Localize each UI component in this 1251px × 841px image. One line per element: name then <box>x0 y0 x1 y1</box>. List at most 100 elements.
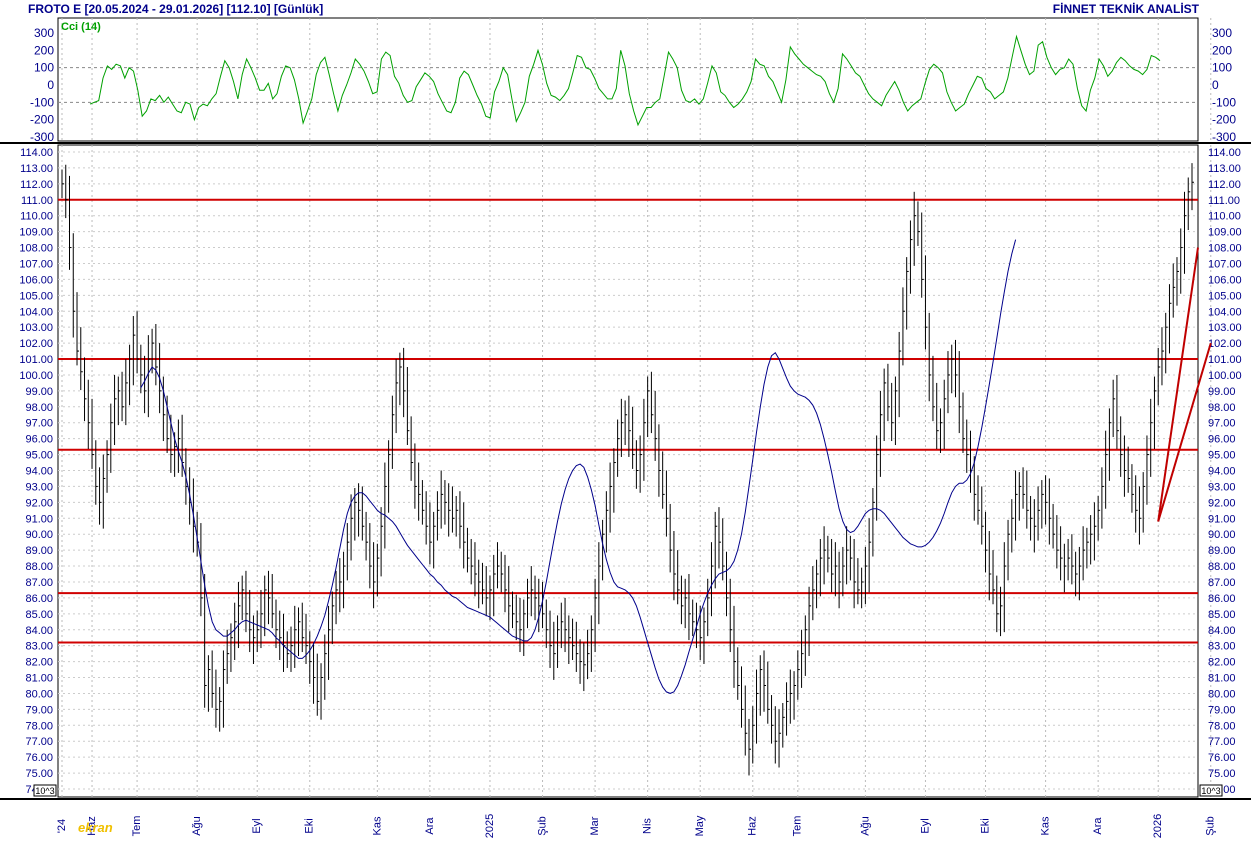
price-y-tick-left: 89.00 <box>25 545 53 557</box>
price-y-tick-right: 84.00 <box>1208 625 1236 637</box>
x-tick-label: '24 <box>56 819 68 833</box>
price-y-tick-left: 75.00 <box>25 768 53 780</box>
price-y-tick-right: 111.00 <box>1208 195 1240 207</box>
cci-y-tick-right: -200 <box>1212 113 1236 127</box>
price-y-tick-left: 99.00 <box>25 386 53 398</box>
price-y-tick-left: 95.00 <box>25 450 53 462</box>
price-y-tick-right: 108.00 <box>1208 243 1242 255</box>
price-y-tick-right: 113.00 <box>1208 163 1241 175</box>
price-y-tick-left: 96.00 <box>25 434 53 446</box>
x-tick-label: Kas <box>1039 816 1051 835</box>
price-y-tick-right: 96.00 <box>1208 434 1236 446</box>
x-tick-label: Eki <box>304 818 316 833</box>
cci-y-tick-left: 100 <box>34 61 54 75</box>
price-y-tick-left: 84.00 <box>25 625 53 637</box>
x-tick-label: May <box>694 815 706 836</box>
trendline-inner <box>1157 342 1212 522</box>
x-tick-label: Eki <box>979 818 991 833</box>
cci-y-tick-right: 0 <box>1212 78 1219 92</box>
price-y-tick-left: 111.00 <box>21 195 53 207</box>
price-y-tick-left: 79.00 <box>25 704 53 716</box>
price-y-tick-right: 112.00 <box>1208 179 1241 191</box>
cci-y-tick-right: 200 <box>1212 43 1232 57</box>
moving-average-line <box>140 239 1017 694</box>
price-y-tick-right: 75.00 <box>1208 768 1236 780</box>
price-y-tick-left: 91.00 <box>25 513 53 525</box>
price-y-tick-right: 90.00 <box>1208 529 1236 541</box>
price-y-tick-right: 81.00 <box>1208 673 1236 685</box>
cci-y-tick-left: -300 <box>30 130 54 144</box>
price-y-tick-left: 103.00 <box>19 322 53 334</box>
price-y-tick-left: 81.00 <box>25 673 53 685</box>
scale-box-right <box>1199 784 1223 797</box>
cci-series-line <box>89 34 1161 127</box>
price-y-tick-left: 112.00 <box>20 179 53 191</box>
x-tick-label: Haz <box>747 816 759 836</box>
cci-y-tick-left: 0 <box>47 78 54 92</box>
price-y-tick-right: 110.00 <box>1208 211 1241 223</box>
x-tick-label: Eyl <box>919 818 931 833</box>
price-y-tick-left: 82.00 <box>25 657 53 669</box>
price-y-tick-right: 103.00 <box>1208 322 1242 334</box>
price-y-tick-right: 106.00 <box>1208 274 1242 286</box>
cci-y-tick-left: -200 <box>30 113 54 127</box>
price-y-tick-right: 88.00 <box>1208 561 1236 573</box>
price-y-tick-left: 85.00 <box>25 609 53 621</box>
price-y-tick-left: 105.00 <box>19 290 53 302</box>
price-y-tick-right: 104.00 <box>1208 306 1242 318</box>
cci-title: Cci (14) <box>61 21 101 33</box>
price-y-tick-right: 94.00 <box>1208 466 1236 478</box>
chart-header-brand: FİNNET TEKNİK ANALİST <box>1052 2 1199 16</box>
price-y-tick-right: 109.00 <box>1208 227 1242 239</box>
price-y-tick-left: 78.00 <box>25 720 53 732</box>
price-y-tick-left: 109.00 <box>19 227 53 239</box>
cci-panel-frame <box>57 17 1199 142</box>
price-y-tick-right: 91.00 <box>1208 513 1236 525</box>
price-y-tick-right: 87.00 <box>1208 577 1236 589</box>
price-y-tick-left: 92.00 <box>25 497 53 509</box>
cci-y-tick-left: -100 <box>30 95 54 109</box>
price-y-tick-left: 97.00 <box>25 418 53 430</box>
x-tick-label: Kas <box>371 816 383 835</box>
price-y-tick-left: 94.00 <box>25 466 53 478</box>
x-tick-label: Şub <box>1205 816 1217 836</box>
cci-y-tick-right: 300 <box>1212 26 1232 40</box>
price-y-tick-left: 101.00 <box>19 354 53 366</box>
x-tick-label: Mar <box>589 816 601 835</box>
price-y-tick-right: 89.00 <box>1208 545 1236 557</box>
price-y-tick-left: 93.00 <box>25 481 53 493</box>
price-y-tick-left: 76.00 <box>25 752 53 764</box>
price-y-tick-right: 114.00 <box>1208 147 1241 159</box>
price-y-tick-right: 79.00 <box>1208 704 1236 716</box>
scale-label-right: 10^3 <box>1201 786 1220 796</box>
price-y-tick-left: 107.00 <box>19 258 53 270</box>
x-tick-label: Tem <box>792 816 804 837</box>
cci-y-tick-right: -300 <box>1212 130 1236 144</box>
price-y-tick-left: 102.00 <box>19 338 53 350</box>
price-y-tick-right: 92.00 <box>1208 497 1236 509</box>
price-y-tick-right: 77.00 <box>1208 736 1236 748</box>
price-y-tick-left: 106.00 <box>19 274 53 286</box>
cci-y-tick-left: 300 <box>34 26 54 40</box>
price-y-tick-right: 86.00 <box>1208 593 1236 605</box>
price-y-tick-left: 104.00 <box>19 306 53 318</box>
price-y-tick-right: 105.00 <box>1208 290 1242 302</box>
price-y-tick-right: 97.00 <box>1208 418 1236 430</box>
price-y-tick-right: 82.00 <box>1208 657 1236 669</box>
price-y-tick-left: 114.00 <box>20 147 53 159</box>
price-y-tick-right: 85.00 <box>1208 609 1236 621</box>
price-y-tick-right: 98.00 <box>1208 402 1236 414</box>
x-tick-label: Haz <box>86 816 98 836</box>
cci-y-tick-left: 200 <box>34 43 54 57</box>
price-y-tick-left: 77.00 <box>25 736 53 748</box>
price-y-tick-right: 101.00 <box>1208 354 1242 366</box>
scale-label-left: 10^3 <box>35 786 54 796</box>
x-tick-label: 2025 <box>484 814 496 838</box>
x-tick-label: Ara <box>424 817 436 835</box>
x-tick-label: Ara <box>1092 817 1104 835</box>
price-y-tick-right: 95.00 <box>1208 450 1236 462</box>
price-y-tick-right: 80.00 <box>1208 688 1236 700</box>
price-y-tick-left: 87.00 <box>25 577 53 589</box>
price-y-tick-left: 86.00 <box>25 593 53 605</box>
